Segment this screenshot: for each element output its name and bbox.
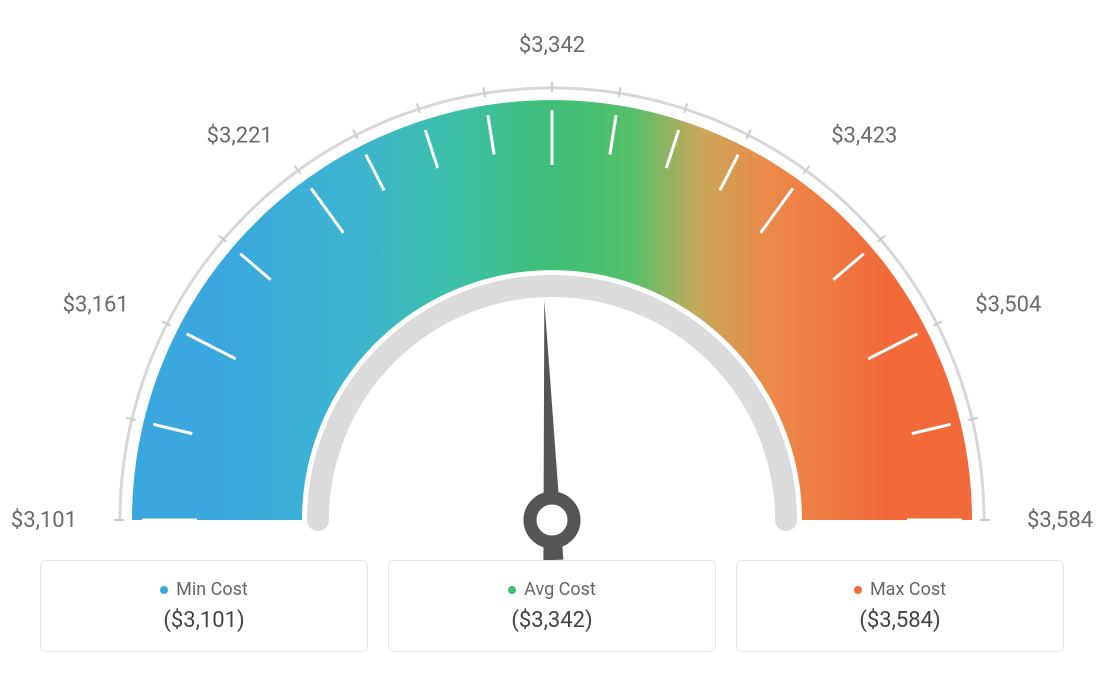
max-cost-label-text: Max Cost: [870, 579, 946, 600]
max-cost-value: ($3,584): [757, 608, 1043, 633]
gauge-tick-label: $3,101: [11, 508, 77, 533]
min-cost-dot: [160, 586, 168, 594]
max-cost-label: Max Cost: [757, 579, 1043, 600]
avg-cost-dot: [508, 586, 516, 594]
gauge-chart: $3,101 $3,161 $3,221 $3,342 $3,423 $3,504 $3,5…: [0, 0, 1104, 560]
gauge-tick-label: $3,584: [1027, 508, 1093, 533]
gauge-tick-label: $3,342: [519, 33, 585, 58]
avg-cost-label: Avg Cost: [409, 579, 695, 600]
max-cost-dot: [854, 586, 862, 594]
avg-cost-value: ($3,342): [409, 608, 695, 633]
gauge-svg: $3,101 $3,161 $3,221 $3,342 $3,423 $3,504 $3,5…: [0, 0, 1104, 560]
avg-cost-label-text: Avg Cost: [524, 579, 596, 600]
gauge-hub: [530, 498, 574, 542]
min-cost-value: ($3,101): [61, 608, 347, 633]
gauge-tick-label: $3,504: [975, 292, 1041, 317]
cost-summary-row: Min Cost ($3,101) Avg Cost ($3,342) Max …: [0, 560, 1104, 652]
min-cost-label: Min Cost: [61, 579, 347, 600]
max-cost-box: Max Cost ($3,584): [736, 560, 1064, 652]
gauge-tick-label: $3,221: [207, 124, 273, 149]
avg-cost-box: Avg Cost ($3,342): [388, 560, 716, 652]
min-cost-label-text: Min Cost: [176, 579, 248, 600]
min-cost-box: Min Cost ($3,101): [40, 560, 368, 652]
gauge-tick-label: $3,423: [831, 124, 897, 149]
gauge-tick-label: $3,161: [63, 292, 129, 317]
